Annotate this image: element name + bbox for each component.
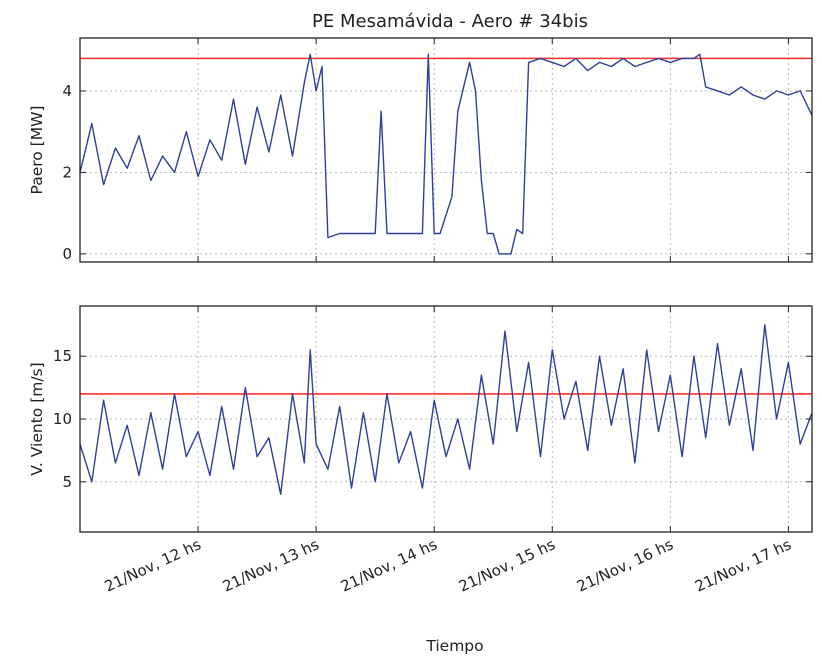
xtick-label-1: 21/Nov, 13 hs	[220, 535, 322, 595]
power-grid	[80, 38, 812, 262]
wind-y-ticks: 5 10 15	[53, 347, 812, 491]
chart-title: PE Mesamávida - Aero # 34bis	[312, 11, 588, 32]
time-x-ticks: 21/Nov, 12 hs 21/Nov, 13 hs 21/Nov, 14 hs 2…	[102, 535, 794, 595]
xtick-label-4: 21/Nov, 16 hs	[574, 535, 676, 595]
wind-y-axis-label: V. Viento [m/s]	[28, 362, 46, 475]
power-y-ticks: 0 2 4	[62, 82, 812, 263]
xtick-label-0: 21/Nov, 12 hs	[102, 535, 204, 595]
power-plot-frame	[79, 37, 813, 263]
power-series-line	[79, 53, 813, 255]
wind-ytick-label-1: 10	[53, 410, 72, 428]
power-ytick-label-2: 4	[62, 82, 72, 100]
power-y-axis-label: Paero [MW]	[28, 106, 46, 195]
power-ytick-label-0: 0	[62, 245, 72, 263]
xtick-label-3: 21/Nov, 15 hs	[456, 535, 558, 595]
wind-ytick-label-0: 5	[62, 473, 72, 491]
wind-ytick-label-2: 15	[53, 347, 72, 365]
power-panel: 0 2 4 Paero [MW]	[28, 37, 813, 263]
power-ytick-label-1: 2	[62, 163, 72, 181]
xtick-label-5: 21/Nov, 17 hs	[692, 535, 794, 595]
wind-grid	[80, 306, 812, 532]
wind-series-line	[79, 324, 813, 495]
xtick-label-2: 21/Nov, 14 hs	[338, 535, 440, 595]
x-axis-label: Tiempo	[425, 637, 483, 655]
wind-plot-frame	[79, 305, 813, 533]
